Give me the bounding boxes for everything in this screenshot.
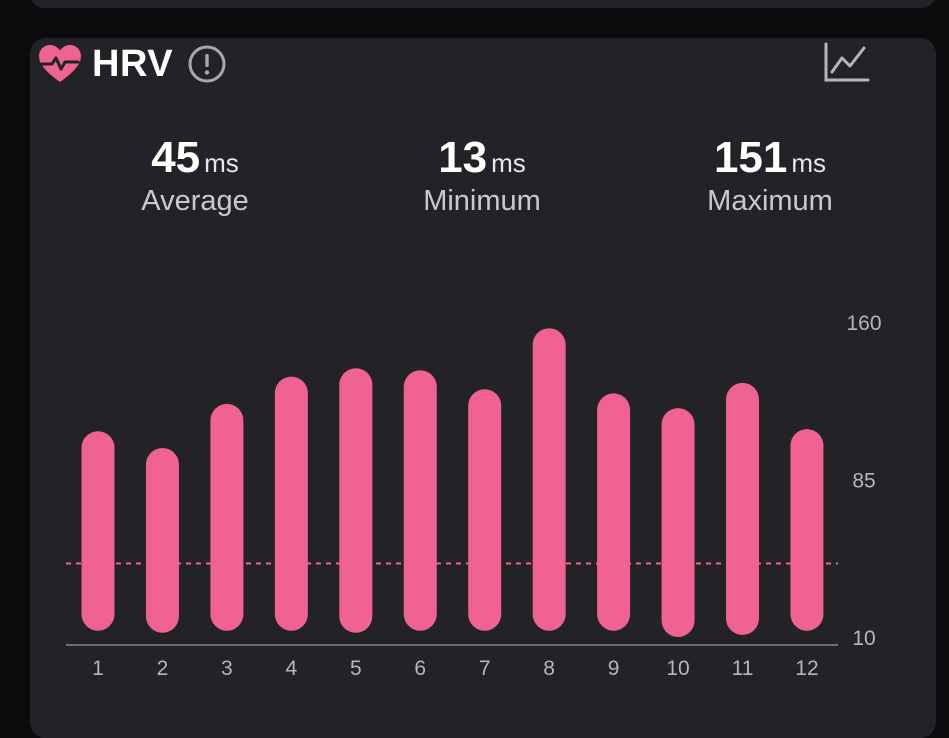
bar-10[interactable] [661,408,695,637]
bar-5[interactable] [339,368,373,633]
bar-3[interactable] [210,403,244,631]
x-tick-label: 7 [479,657,491,680]
stat-maximum-label: Maximum [707,185,833,217]
stat-average-value: 45 [151,133,201,182]
stat-maximum-unit: ms [791,148,827,178]
x-tick-label: 10 [666,657,689,680]
x-tick-label: 5 [350,657,362,680]
stat-maximum-value: 151 [713,133,788,182]
line-chart-icon[interactable] [822,40,870,84]
x-tick-label: 8 [543,657,555,680]
stat-average-label: Average [141,185,249,217]
y-tick-label: 85 [852,470,875,493]
previous-card [30,0,936,8]
stat-average-unit: ms [204,148,239,178]
bar-4[interactable] [274,376,308,631]
y-tick-label: 10 [852,627,875,650]
x-tick-label: 12 [795,657,818,680]
x-tick-label: 3 [221,657,233,680]
bar-1[interactable] [81,431,115,631]
stat-minimum-value: 13 [438,133,488,182]
bar-6[interactable] [403,370,437,631]
x-tick-label: 1 [92,657,104,680]
bar-9[interactable] [597,393,631,631]
x-tick-label: 11 [732,657,754,680]
x-tick-label: 2 [157,657,169,680]
stat-minimum-label: Minimum [423,185,541,217]
exclamation-circle-icon[interactable] [187,44,227,84]
heart-pulse-icon [39,45,81,82]
y-tick-label: 160 [846,312,881,335]
stat-average: 45 ms Average [95,133,295,218]
card-title: HRV [92,42,174,85]
x-tick-label: 9 [608,657,620,680]
x-tick-label: 4 [286,657,298,680]
bar-7[interactable] [468,389,502,631]
hrv-header: HRV [38,42,227,86]
bar-12[interactable] [790,429,824,631]
bar-8[interactable] [532,328,566,631]
bar-2[interactable] [145,448,179,633]
x-tick-label: 6 [414,657,426,680]
stat-maximum: 151 ms Maximum [670,133,870,218]
stat-minimum-unit: ms [491,148,526,178]
bar-11[interactable] [726,382,759,635]
stat-minimum: 13 ms Minimum [382,133,582,218]
